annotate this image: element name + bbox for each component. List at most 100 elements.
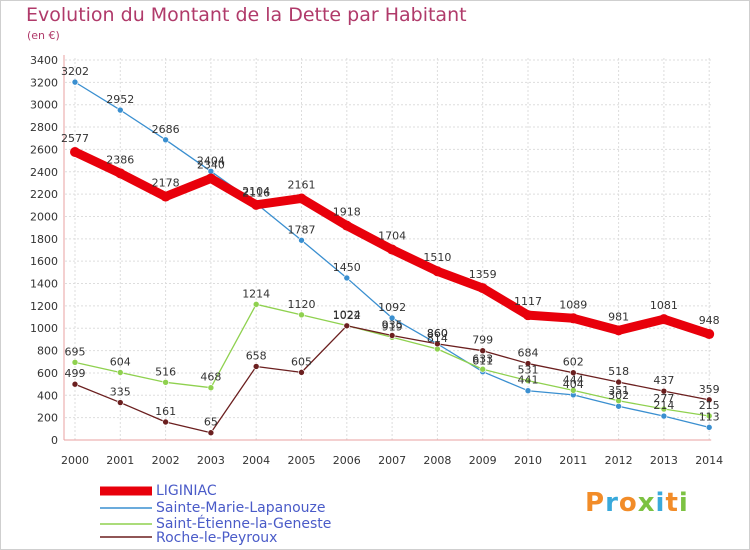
data-point-saint-etienne-la-geneste <box>705 412 713 420</box>
data-point-liginiac <box>658 314 669 325</box>
data-label-sainte-marie-lapanouze: 441 <box>518 374 539 387</box>
data-label-saint-etienne-la-geneste: 919 <box>382 320 403 333</box>
data-label-sainte-marie-lapanouze: 2404 <box>197 154 225 167</box>
data-point-roche-le-peyroux <box>524 360 532 367</box>
x-tick-label: 2009 <box>469 454 497 467</box>
y-tick-label: 1800 <box>30 233 58 246</box>
data-label-sainte-marie-lapanouze: 1450 <box>333 261 361 274</box>
data-point-roche-le-peyroux <box>434 340 441 348</box>
data-point-sainte-marie-lapanouze <box>162 136 169 144</box>
data-label-saint-etienne-la-geneste: 351 <box>608 384 629 397</box>
data-label-sainte-marie-lapanouze: 302 <box>608 389 629 402</box>
data-label-liginiac: 1081 <box>650 299 678 312</box>
data-point-sainte-marie-lapanouze <box>298 236 305 244</box>
y-tick-label: 400 <box>37 389 58 402</box>
chart-subtitle: (en €) <box>27 29 60 42</box>
data-label-roche-le-peyroux: 799 <box>472 334 493 347</box>
data-point-saint-etienne-la-geneste <box>71 359 79 366</box>
data-point-roche-le-peyroux <box>569 369 577 377</box>
data-label-saint-etienne-la-geneste: 814 <box>427 332 448 345</box>
data-label-sainte-marie-lapanouze: 611 <box>472 355 493 368</box>
data-label-sainte-marie-lapanouze: 214 <box>653 399 674 412</box>
data-point-liginiac <box>432 266 443 277</box>
data-point-roche-le-peyroux <box>388 332 396 339</box>
data-point-roche-le-peyroux <box>207 429 215 437</box>
data-label-liginiac: 2386 <box>106 153 134 166</box>
data-point-saint-etienne-la-geneste <box>479 365 487 373</box>
data-point-liginiac <box>296 193 307 204</box>
data-point-roche-le-peyroux <box>71 380 79 388</box>
data-point-sainte-marie-lapanouze <box>615 402 622 410</box>
data-point-sainte-marie-lapanouze <box>343 274 351 282</box>
legend-label-saint-etienne-la-geneste: Saint-Étienne-la-Geneste <box>156 516 332 532</box>
data-label-sainte-marie-lapanouze: 113 <box>699 410 720 423</box>
data-label-saint-etienne-la-geneste: 277 <box>653 392 674 405</box>
data-label-saint-etienne-la-geneste: 468 <box>200 371 221 384</box>
data-point-liginiac <box>160 191 171 202</box>
data-label-roche-le-peyroux: 602 <box>563 356 584 369</box>
data-point-roche-le-peyroux <box>660 387 668 395</box>
x-tick-label: 2011 <box>559 454 587 467</box>
data-point-liginiac <box>523 310 533 321</box>
x-tick-label: 2005 <box>288 454 316 467</box>
y-tick-label: 3200 <box>30 76 58 89</box>
data-label-saint-etienne-la-geneste: 1214 <box>242 287 270 300</box>
data-point-roche-le-peyroux <box>298 369 305 376</box>
chart-title: Evolution du Montant de la Dette par Hab… <box>26 4 467 26</box>
x-tick-label: 2008 <box>423 454 451 467</box>
data-label-liginiac: 1117 <box>514 295 542 308</box>
data-point-saint-etienne-la-geneste <box>524 377 532 384</box>
y-tick-label: 3400 <box>30 54 58 67</box>
data-label-sainte-marie-lapanouze: 2686 <box>152 123 180 136</box>
data-label-saint-etienne-la-geneste: 1120 <box>288 298 316 311</box>
logo-letter: o <box>618 488 638 518</box>
legend-label-liginiac: LIGINIAC <box>156 483 217 499</box>
data-label-liginiac: 1510 <box>423 251 451 264</box>
y-tick-label: 1000 <box>30 322 58 335</box>
data-point-liginiac <box>341 220 352 231</box>
data-point-liginiac <box>205 173 216 184</box>
y-tick-label: 2800 <box>30 121 58 134</box>
data-label-liginiac: 1704 <box>378 230 406 243</box>
proxiti-logo: Proxiti <box>585 488 689 518</box>
legend <box>100 486 152 538</box>
logo-letter: i <box>655 488 666 518</box>
y-tick-label: 2600 <box>30 143 58 156</box>
data-label-saint-etienne-la-geneste: 604 <box>110 355 131 368</box>
data-label-saint-etienne-la-geneste: 1024 <box>333 309 361 322</box>
y-tick-label: 3000 <box>30 99 58 112</box>
data-label-sainte-marie-lapanouze: 404 <box>563 378 584 391</box>
x-axis: 2000 2001 2002 2003 2004 2005 2006 2007 2008 2009… <box>61 439 723 467</box>
data-point-sainte-marie-lapanouze <box>117 106 124 114</box>
data-label-roche-le-peyroux: 65 <box>204 416 218 429</box>
data-label-roche-le-peyroux: 437 <box>653 374 674 387</box>
data-point-liginiac <box>387 244 398 255</box>
data-point-sainte-marie-lapanouze <box>388 314 396 322</box>
data-point-liginiac <box>115 168 126 179</box>
data-label-roche-le-peyroux: 935 <box>382 319 403 332</box>
data-label-sainte-marie-lapanouze: 1787 <box>288 223 316 236</box>
data-labels: 3202 2952 2686 2404 2116 1787 1450 1092 860 611 44… <box>61 65 720 429</box>
data-label-liginiac: 948 <box>699 314 720 327</box>
y-tick-label: 2400 <box>30 166 58 179</box>
data-label-saint-etienne-la-geneste: 633 <box>472 352 493 365</box>
legend-label-sainte-marie-lapanouze: Sainte-Marie-Lapanouze <box>156 500 326 516</box>
data-point-liginiac <box>568 313 579 324</box>
data-label-liginiac: 2104 <box>242 185 270 198</box>
data-point-saint-etienne-la-geneste <box>252 301 260 308</box>
data-label-liginiac: 2161 <box>288 178 316 191</box>
logo-letter: P <box>585 488 606 518</box>
data-label-roche-le-peyroux: 359 <box>699 383 720 396</box>
data-label-saint-etienne-la-geneste: 695 <box>65 345 86 358</box>
data-label-saint-etienne-la-geneste: 516 <box>155 365 176 378</box>
data-point-sainte-marie-lapanouze <box>524 387 532 395</box>
data-label-roche-le-peyroux: 335 <box>110 386 131 399</box>
x-tick-label: 2003 <box>197 454 225 467</box>
logo-letter: i <box>678 488 689 518</box>
series-layer <box>70 78 715 437</box>
x-tick-label: 2001 <box>106 454 134 467</box>
data-label-roche-le-peyroux: 658 <box>246 349 267 362</box>
data-point-liginiac <box>613 325 624 336</box>
data-point-roche-le-peyroux <box>615 378 622 386</box>
